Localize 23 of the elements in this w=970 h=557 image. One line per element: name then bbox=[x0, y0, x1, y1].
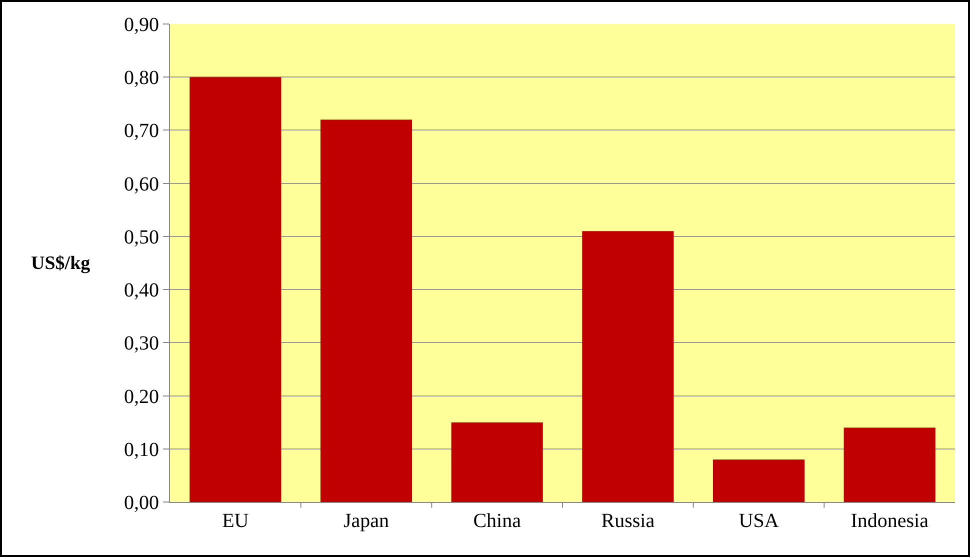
bar bbox=[582, 231, 674, 502]
x-tick-label: EU bbox=[222, 510, 250, 532]
y-tick-label: 0,70 bbox=[124, 120, 159, 142]
y-tick-label: 0,50 bbox=[124, 226, 159, 248]
bar bbox=[844, 428, 936, 502]
bar bbox=[190, 77, 282, 502]
bar bbox=[320, 120, 412, 502]
y-tick-label: 0,00 bbox=[124, 492, 159, 514]
y-tick-label: 0,90 bbox=[124, 14, 159, 36]
bar bbox=[451, 422, 543, 502]
y-axis-title: US$/kg bbox=[31, 253, 91, 274]
bar bbox=[712, 460, 805, 502]
x-tick-label: Indonesia bbox=[850, 510, 929, 532]
x-tick-label: Japan bbox=[343, 510, 390, 532]
y-tick-label: 0,30 bbox=[124, 332, 159, 355]
y-tick-label: 0,10 bbox=[124, 438, 159, 461]
y-tick-label: 0,20 bbox=[124, 386, 159, 408]
x-tick-label: China bbox=[473, 510, 522, 532]
x-tick-label: USA bbox=[738, 510, 780, 532]
y-tick-label: 0,60 bbox=[124, 173, 159, 196]
y-tick-label: 0,40 bbox=[124, 280, 159, 302]
y-tick-label: 0,80 bbox=[124, 67, 159, 90]
x-tick-label: Russia bbox=[601, 510, 655, 532]
